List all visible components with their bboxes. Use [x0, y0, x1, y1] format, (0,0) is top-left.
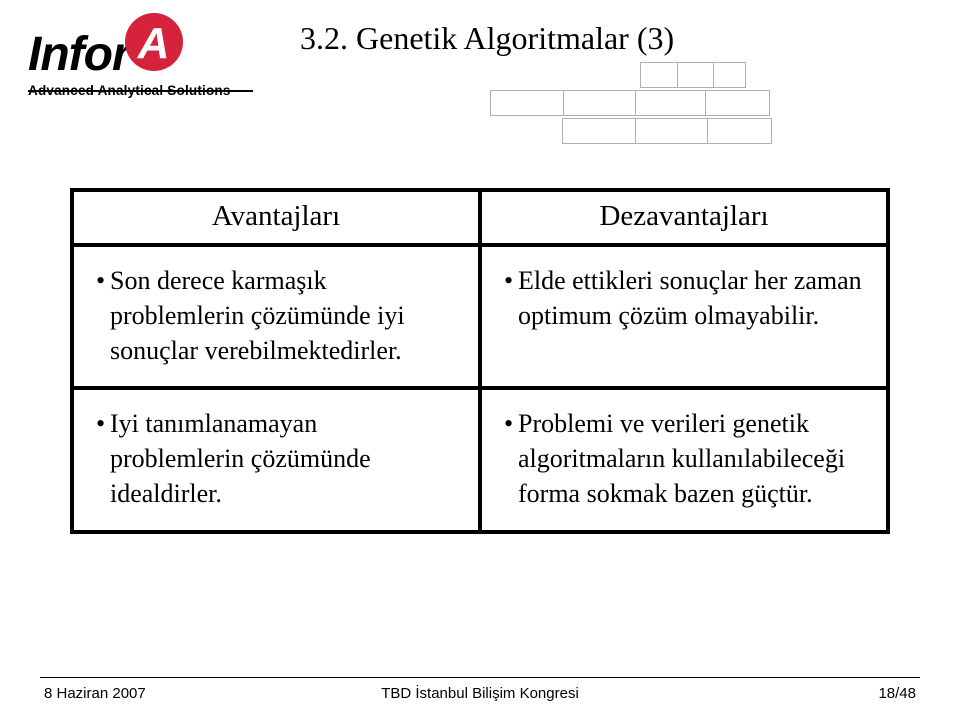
table-header-row: Avantajları Dezavantajları: [72, 190, 888, 245]
deco-divider: [635, 91, 636, 115]
logo-accent-letter: A: [128, 18, 180, 70]
table-row: • Iyi tanımlanamayan problemlerin çözümü…: [72, 388, 888, 531]
cell-text: Problemi ve verileri genetik algoritmala…: [518, 406, 864, 511]
deco-divider: [677, 63, 678, 87]
logo-accent: A: [128, 18, 180, 70]
cell-text: Iyi tanımlanamayan problemlerin çözümünd…: [110, 406, 456, 511]
deco-row: [562, 118, 772, 144]
header-disadvantages: Dezavantajları: [480, 190, 888, 245]
deco-divider: [705, 91, 706, 115]
cell-disadvantage-1: • Elde ettikleri sonuçlar her zaman opti…: [480, 245, 888, 388]
footer-page-number: 18/48: [878, 685, 916, 702]
cell-disadvantage-2: • Problemi ve verileri genetik algoritma…: [480, 388, 888, 531]
deco-row: [490, 90, 770, 116]
deco-row: [640, 62, 746, 88]
cell-advantage-1: • Son derece karmaşık problemlerin çözüm…: [72, 245, 480, 388]
bullet-icon: •: [96, 263, 110, 368]
slide: Infor A Advanced Analytical Solutions 3.…: [0, 0, 960, 720]
table-row: • Son derece karmaşık problemlerin çözüm…: [72, 245, 888, 388]
cell-advantage-2: • Iyi tanımlanamayan problemlerin çözümü…: [72, 388, 480, 531]
bullet-icon: •: [504, 406, 518, 511]
deco-divider: [635, 119, 636, 143]
footer-event: TBD İstanbul Bilişim Kongresi: [0, 685, 960, 702]
page-title: 3.2. Genetik Algoritmalar (3): [300, 20, 674, 57]
cell-text: Elde ettikleri sonuçlar her zaman optimu…: [518, 263, 864, 333]
header-advantages: Avantajları: [72, 190, 480, 245]
logo-rule: [28, 90, 253, 92]
logo: Infor A Advanced Analytical Solutions: [28, 18, 258, 108]
logo-text-left: Infor: [28, 31, 130, 79]
deco-divider: [563, 91, 564, 115]
deco-divider: [707, 119, 708, 143]
pros-cons-table: Avantajları Dezavantajları • Son derece …: [70, 188, 890, 534]
footer-rule: [40, 677, 920, 678]
cell-text: Son derece karmaşık problemlerin çözümün…: [110, 263, 456, 368]
bullet-icon: •: [96, 406, 110, 511]
bullet-icon: •: [504, 263, 518, 333]
logo-wordmark: Infor A: [28, 18, 258, 79]
deco-divider: [713, 63, 714, 87]
